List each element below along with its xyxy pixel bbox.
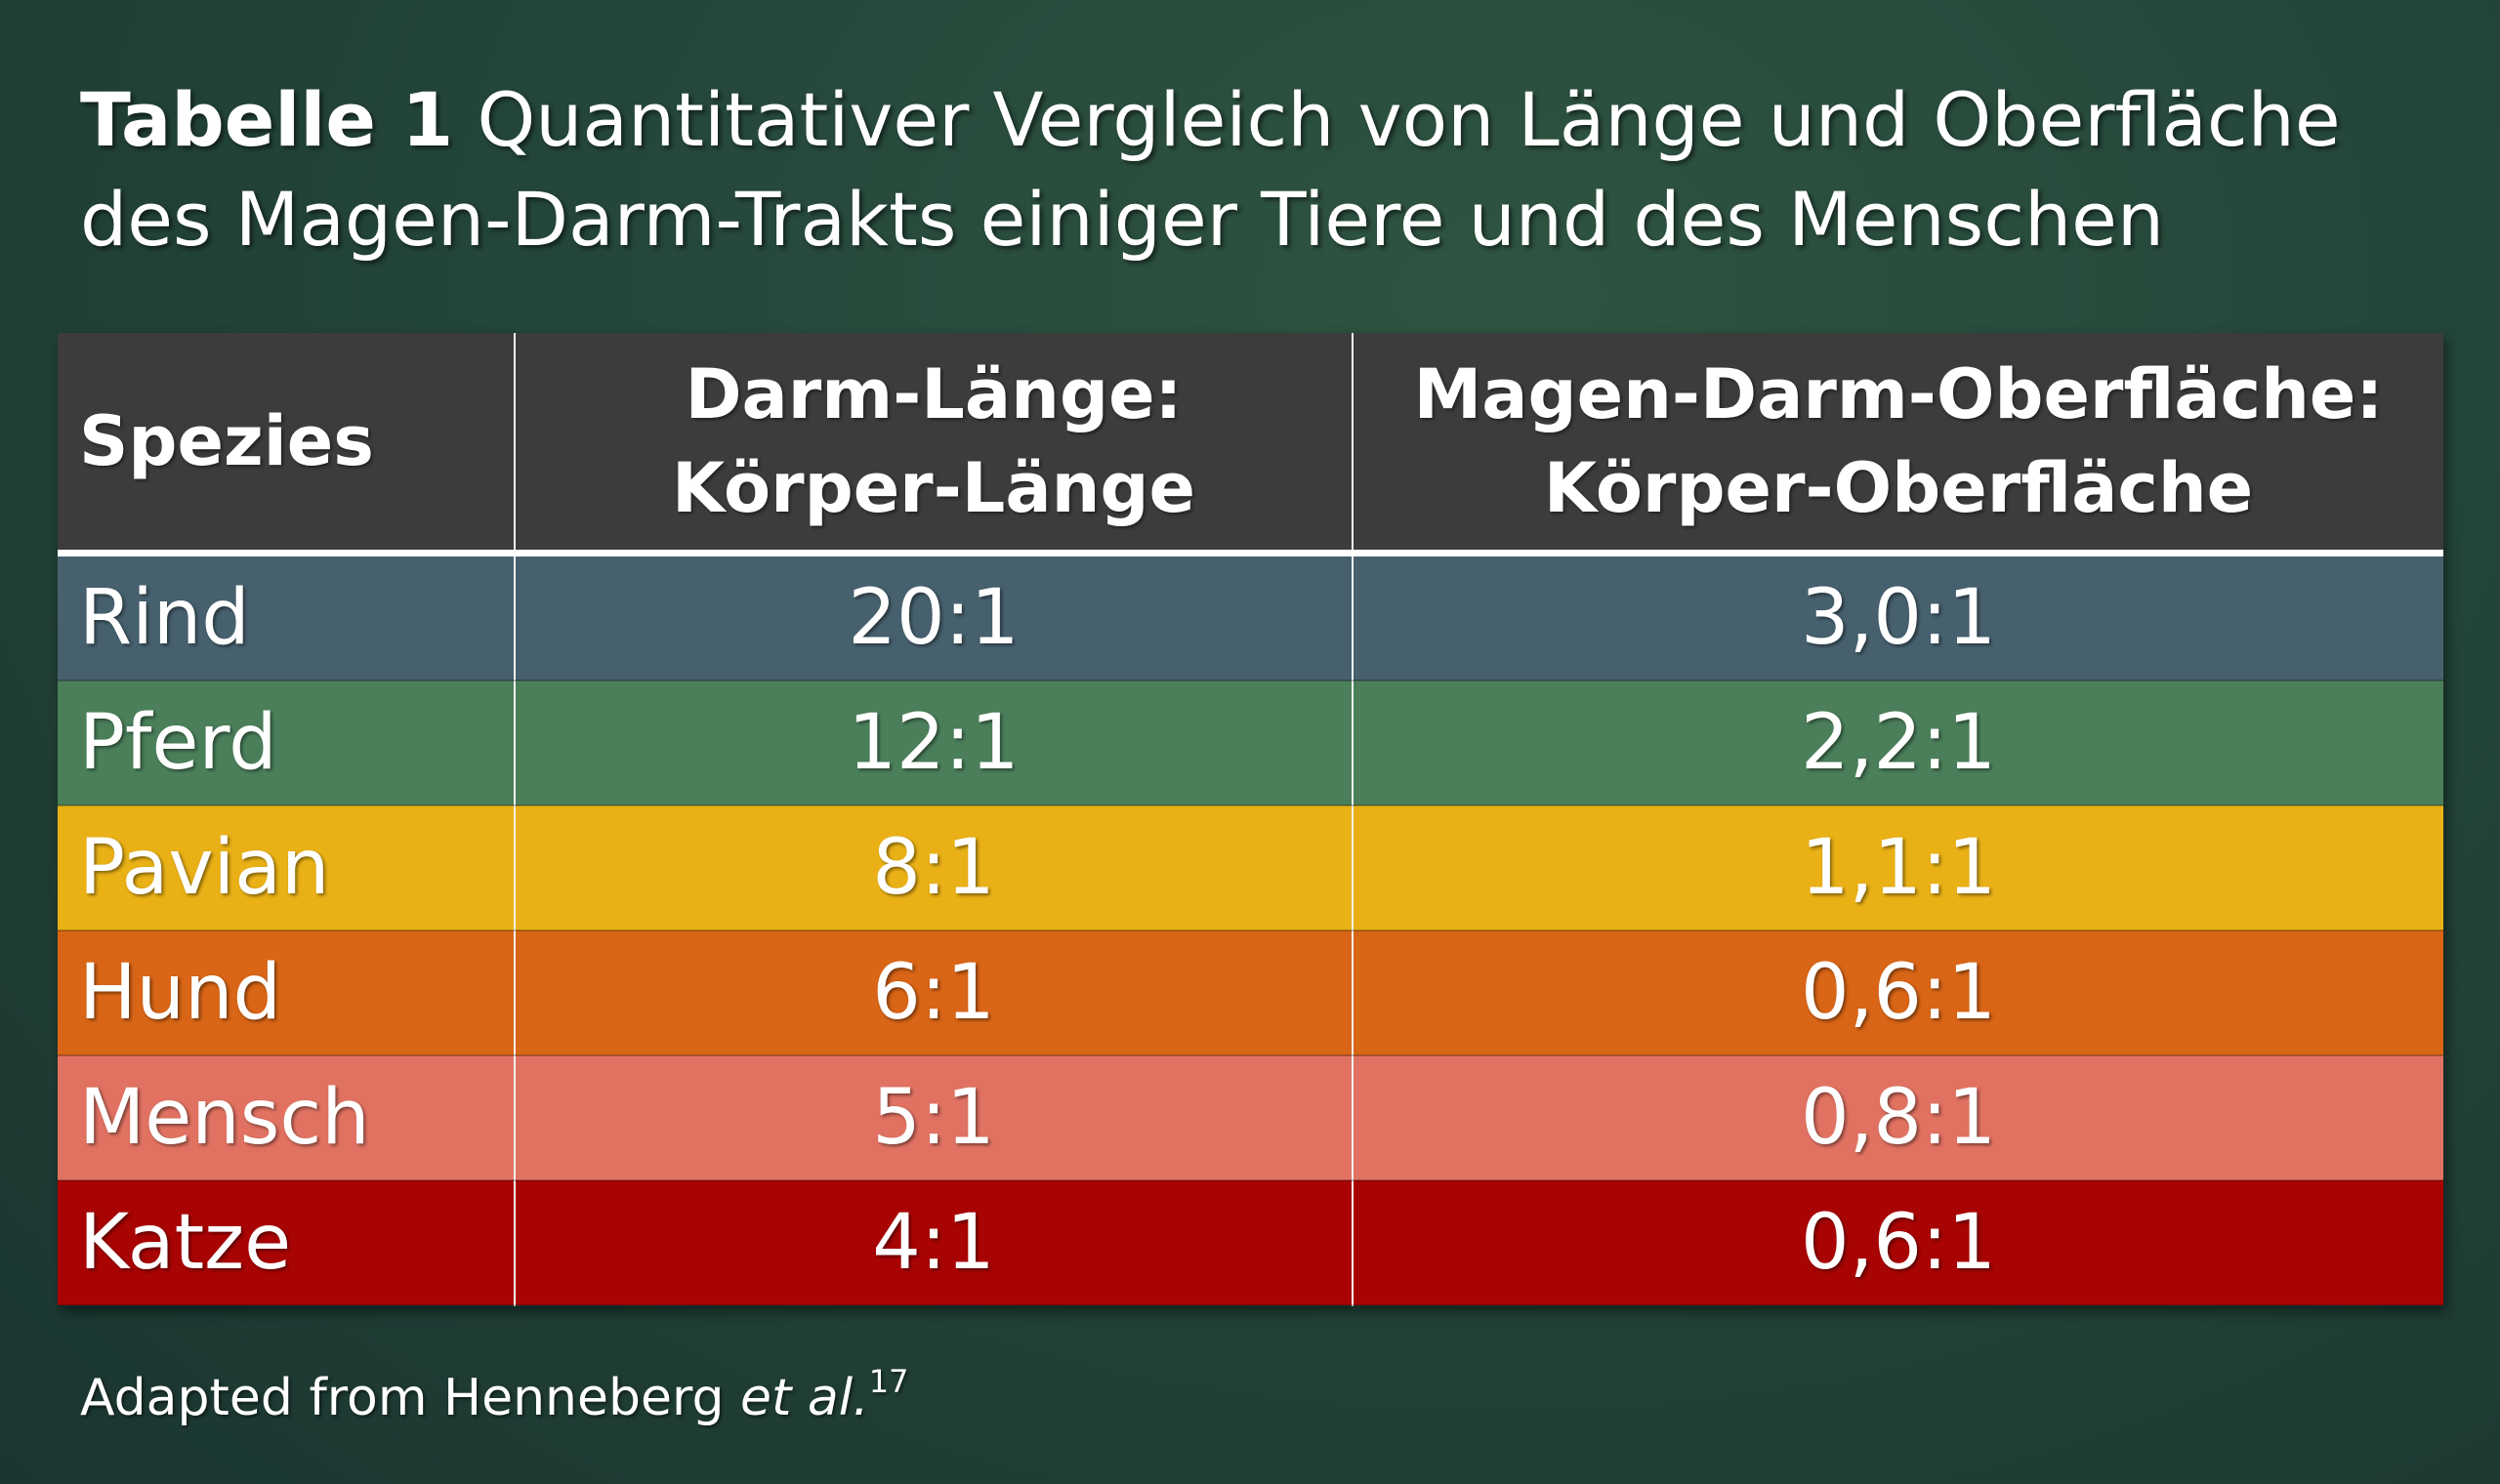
reference-number: 17 <box>868 1363 909 1400</box>
surface-ratio-cell: 0,6:1 <box>1353 1180 2443 1306</box>
species-cell: Rind <box>58 553 516 681</box>
species-cell: Pavian <box>58 805 516 931</box>
header-surface-ratio: Magen-Darm-Oberfläche: Körper-Oberfläche <box>1353 333 2443 554</box>
surface-ratio-cell: 1,1:1 <box>1353 805 2443 931</box>
surface-ratio-cell: 0,8:1 <box>1353 1055 2443 1181</box>
header-text: Darm-Länge: <box>685 354 1183 434</box>
length-ratio-cell: 5:1 <box>515 1055 1354 1181</box>
header-length-ratio: Darm-Länge: Körper-Länge <box>515 333 1354 554</box>
source-note: Adapted from Henneberg et al.17 <box>80 1363 908 1427</box>
table-caption: Quantitativer Vergleich von Länge und Ob… <box>80 76 2341 263</box>
source-text: Adapted from Henneberg <box>80 1369 740 1427</box>
header-row: Spezies Darm-Länge: Körper-Länge Magen-Da… <box>58 333 2443 554</box>
species-cell: Pferd <box>58 680 516 806</box>
header-text: Spezies <box>79 401 374 481</box>
surface-ratio-cell: 2,2:1 <box>1353 680 2443 806</box>
length-ratio-cell: 4:1 <box>515 1180 1354 1306</box>
header-text: Körper-Oberfläche <box>1543 448 2254 528</box>
length-ratio-cell: 12:1 <box>515 680 1354 806</box>
table-row: Mensch 5:1 0,8:1 <box>58 1055 2443 1181</box>
species-cell: Hund <box>58 930 516 1056</box>
header-text: Magen-Darm-Oberfläche: <box>1413 354 2384 434</box>
table-row: Katze 4:1 0,6:1 <box>58 1180 2443 1306</box>
source-italic: et al. <box>740 1369 869 1427</box>
table-title: Tabelle 1 Quantitativer Vergleich von Lä… <box>80 70 2463 269</box>
species-cell: Mensch <box>58 1055 516 1181</box>
species-cell: Katze <box>58 1180 516 1306</box>
length-ratio-cell: 20:1 <box>515 553 1354 681</box>
header-species: Spezies <box>58 333 516 554</box>
surface-ratio-cell: 0,6:1 <box>1353 930 2443 1056</box>
length-ratio-cell: 6:1 <box>515 930 1354 1056</box>
surface-ratio-cell: 3,0:1 <box>1353 553 2443 681</box>
table-row: Pavian 8:1 1,1:1 <box>58 805 2443 931</box>
table-row: Hund 6:1 0,6:1 <box>58 930 2443 1056</box>
length-ratio-cell: 8:1 <box>515 805 1354 931</box>
comparison-table: Spezies Darm-Länge: Körper-Länge Magen-Da… <box>58 333 2443 1306</box>
table-row: Rind 20:1 3,0:1 <box>58 553 2443 681</box>
table-row: Pferd 12:1 2,2:1 <box>58 680 2443 806</box>
table-label: Tabelle 1 <box>80 76 454 163</box>
header-text: Körper-Länge <box>671 448 1196 528</box>
